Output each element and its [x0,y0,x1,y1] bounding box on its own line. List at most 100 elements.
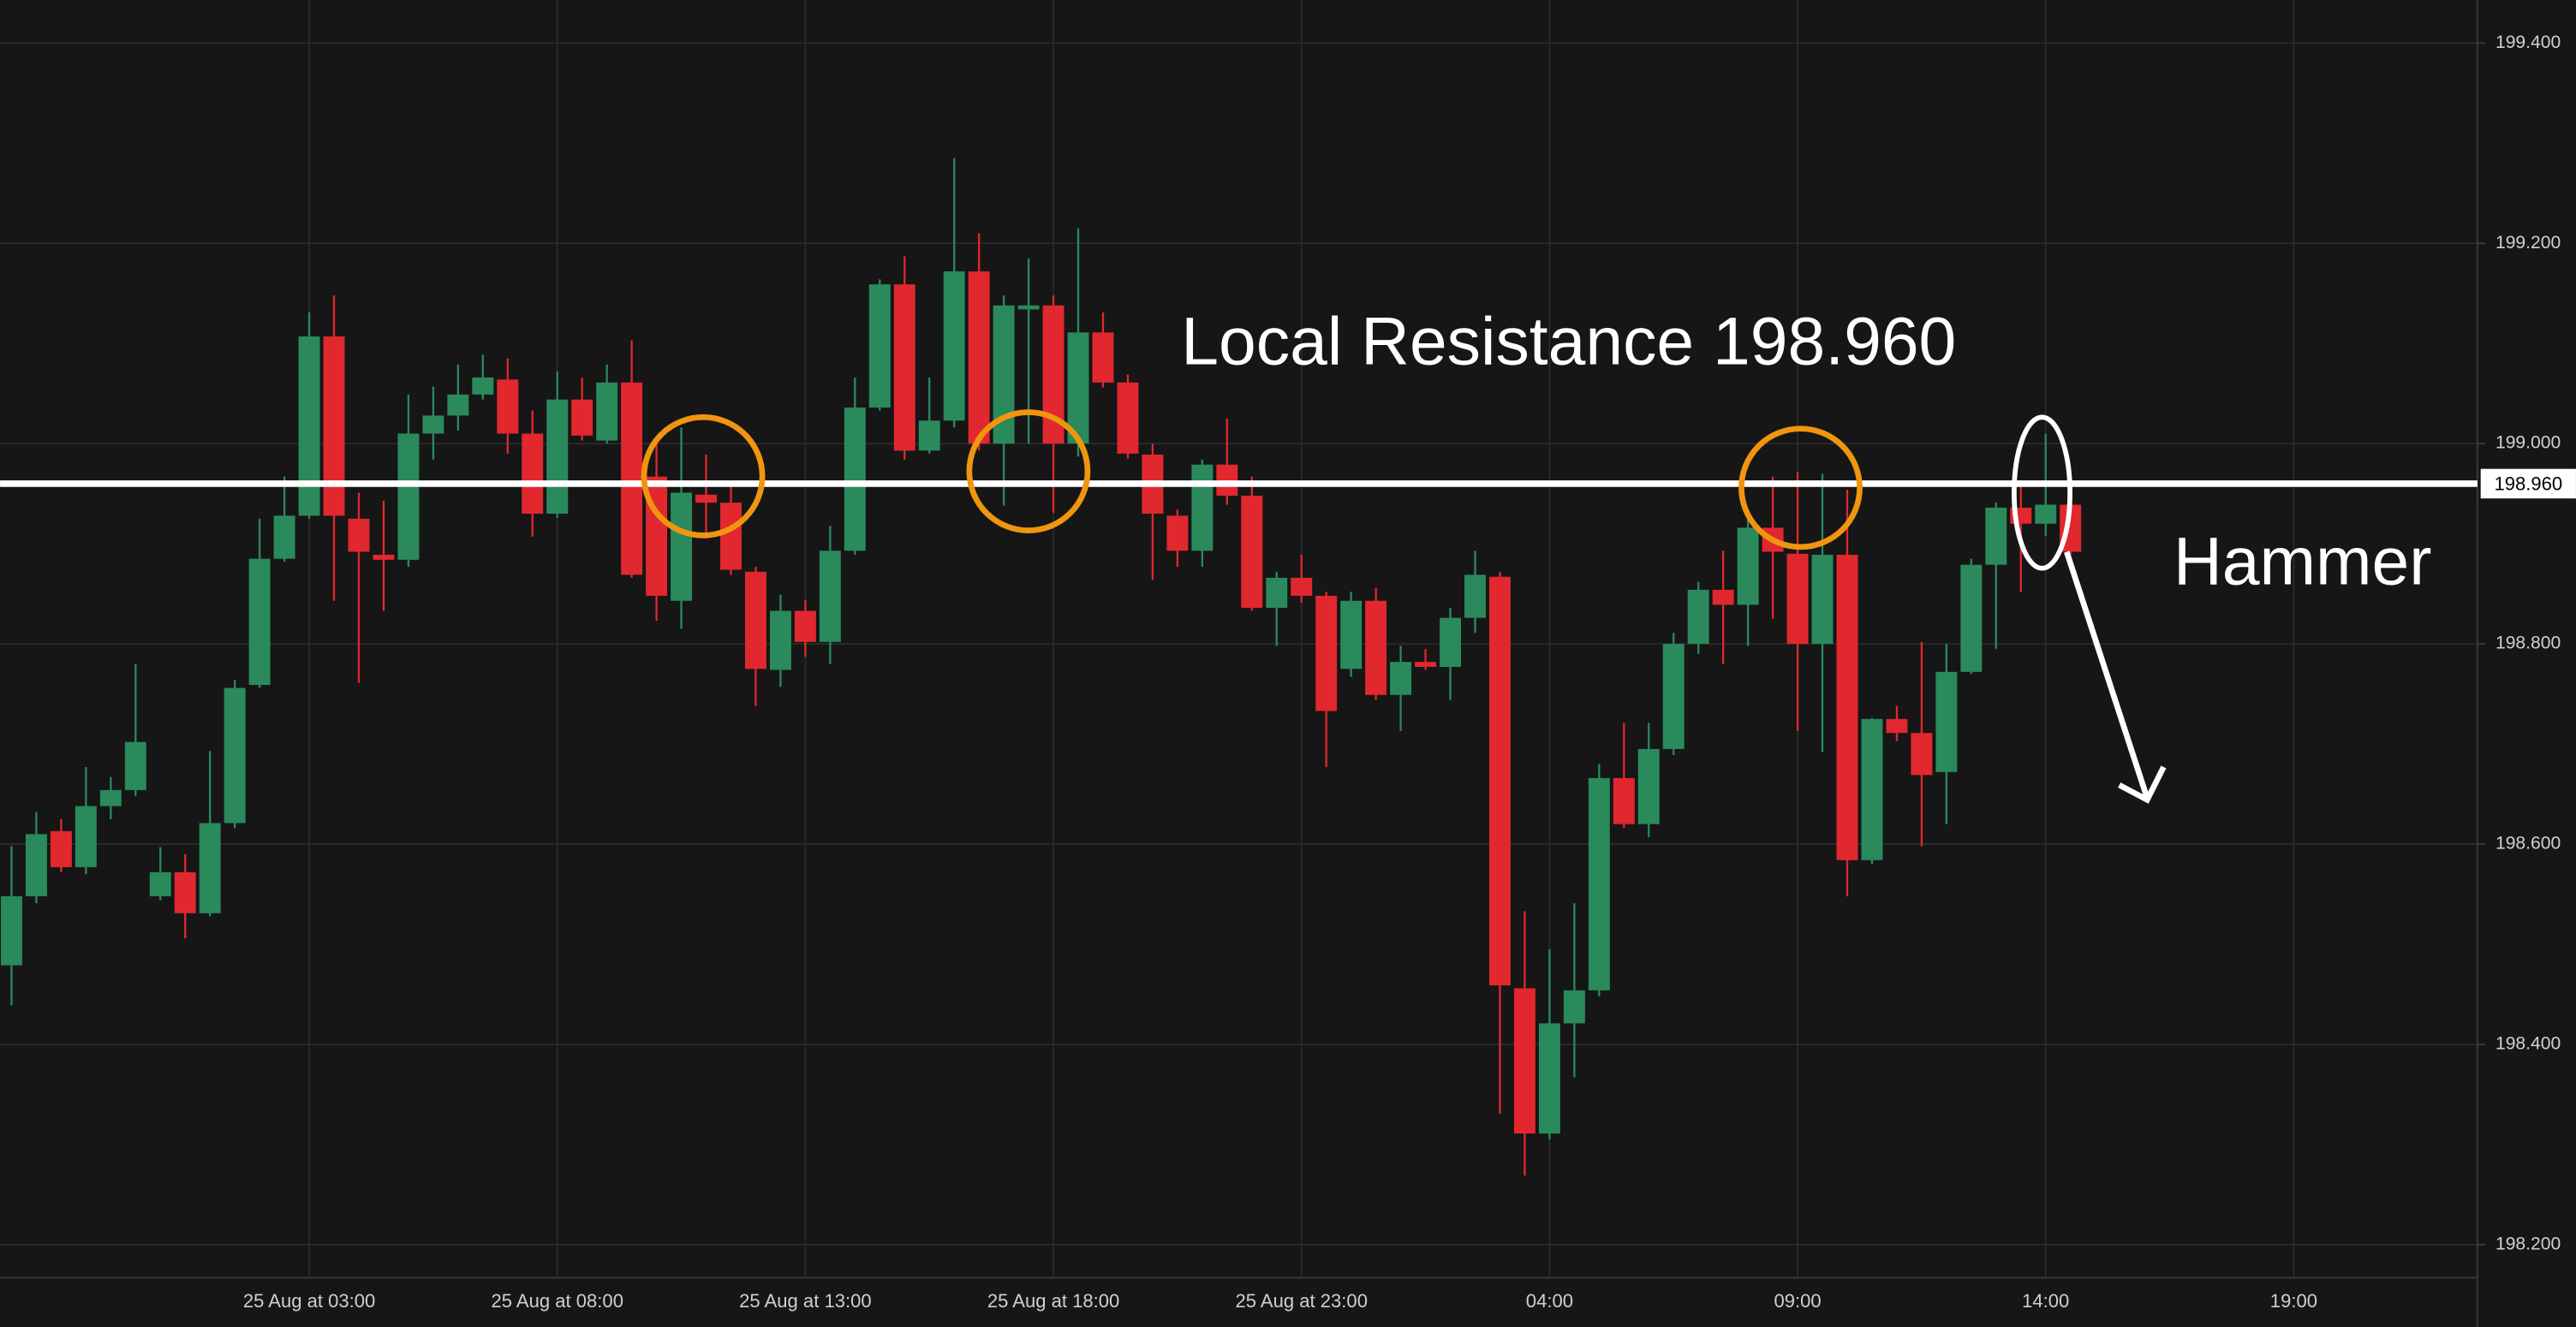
x-tick-label: 09:00 [1774,1290,1821,1312]
candle-body [447,394,469,416]
arrow-head [2118,765,2167,804]
candle-body [1886,718,1908,734]
candle-body [918,420,940,451]
candle-body [248,558,271,686]
candle-body [1811,554,1834,645]
y-tick-label: 199.200 [2496,233,2561,253]
y-tick-label: 198.600 [2496,834,2561,854]
overlay: Local Resistance 198.960 Hammer [641,304,2431,804]
candle-body [149,872,171,896]
candle-body [1117,382,1139,454]
highlight-circle [1738,425,1863,550]
candle-body [75,806,97,867]
x-tick-label: 25 Aug at 08:00 [491,1290,623,1312]
candle-body [1464,574,1486,618]
candle-body [1291,577,1313,596]
candle-body [174,872,196,913]
candle-body [1563,990,1585,1024]
candle-body [893,284,915,451]
candle-body [348,518,370,552]
candle-body [943,271,965,421]
resistance-annotation: Local Resistance 198.960 [1181,304,1956,379]
candle-body [1266,577,1288,608]
candle-body [1861,718,1883,860]
candle-body [1935,671,1958,772]
candle-body [1067,332,1089,444]
candle-body [497,379,519,434]
candle-body [844,408,866,551]
candle-body [124,741,146,790]
candle-body [968,271,990,444]
candle-body [0,896,22,966]
candle-body [1637,748,1660,824]
candle-body [1911,733,1933,776]
x-tick-label: 25 Aug at 18:00 [987,1290,1119,1312]
x-tick-label: 25 Aug at 03:00 [243,1290,375,1312]
highlight-circle [966,409,1091,533]
candle-body [1662,644,1685,749]
hammer-ellipse [2012,414,2072,571]
candle-body [1315,595,1338,711]
candle-body [323,336,345,516]
candle-body [1216,464,1238,496]
candle-body [1415,662,1437,667]
candle-body [2035,504,2057,524]
x-tick-label: 25 Aug at 13:00 [739,1290,871,1312]
candle-body [1340,600,1363,669]
candle-body [273,515,295,559]
candle-body [1985,508,2007,565]
candle-body [695,494,718,503]
candle-body [1241,495,1263,608]
candle-body [422,415,444,434]
candle-body [1687,589,1709,645]
candle-body [472,377,494,395]
candle-body [769,610,791,670]
candle-body [1786,553,1809,645]
candle-body [744,571,766,669]
x-tick-label: 14:00 [2022,1290,2069,1312]
y-tick-label: 198.400 [2496,1034,2561,1054]
x-tick-label: 25 Aug at 23:00 [1235,1290,1367,1312]
candle-body [199,823,221,913]
x-tick-label: 19:00 [2270,1290,2317,1312]
candle-body [1588,777,1610,991]
candle-body [596,382,618,441]
candle-body [868,284,891,408]
candle-body [1513,988,1535,1134]
candle-body [50,830,72,867]
candle-body [1191,464,1213,551]
candle-body [571,399,593,436]
hammer-annotation: Hammer [2174,524,2431,599]
candle-body [1017,305,1040,310]
candle-body [671,492,693,601]
candle-body [1836,554,1858,860]
candle-body [720,503,742,570]
candle-body [25,834,47,896]
candle-body [397,433,420,560]
candle-body [522,433,544,515]
highlight-circle [641,414,766,539]
candles [0,158,2082,1176]
candle-body [621,382,643,575]
candle-body [546,399,569,515]
y-tick-label: 198.200 [2496,1234,2561,1253]
candle-body [1440,617,1461,667]
candle-body [1712,589,1734,605]
candle-body [1538,1023,1560,1134]
candle-body [1960,564,1983,672]
candle-body [1737,527,1759,605]
candle-body [99,789,122,806]
y-tick-label: 199.400 [2496,33,2561,52]
candle-body [1613,777,1635,824]
candle-body [1166,515,1189,551]
candle-body [1488,576,1511,985]
x-tick-label: 04:00 [1526,1290,1573,1312]
y-tick-label: 198.800 [2496,634,2561,653]
candle-body [1092,332,1114,383]
candle-body [1365,600,1387,695]
candle-body [298,336,320,516]
candle-body [373,554,395,560]
y-tick-label: 199.000 [2496,433,2561,453]
